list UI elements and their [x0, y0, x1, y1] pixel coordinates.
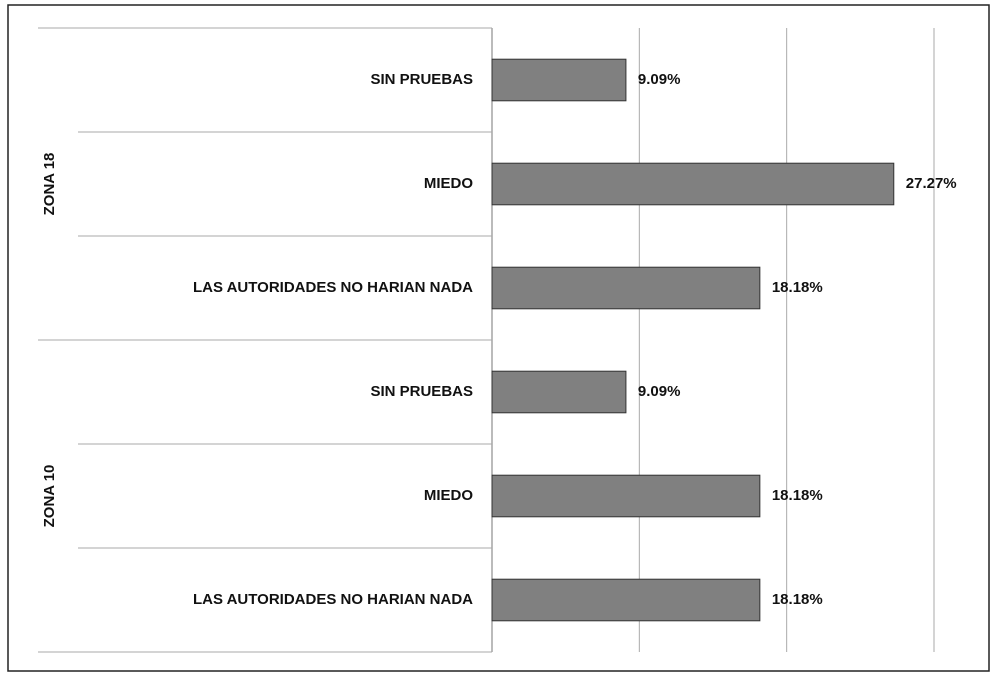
- value-label: 9.09%: [638, 383, 681, 400]
- value-label: 9.09%: [638, 71, 681, 88]
- value-label: 18.18%: [772, 591, 823, 608]
- value-label: 27.27%: [906, 175, 957, 192]
- bar: [491, 474, 761, 518]
- value-label: 18.18%: [772, 279, 823, 296]
- category-label: SIN PRUEBAS: [370, 383, 473, 400]
- frame: [7, 4, 990, 672]
- bar: [491, 266, 761, 310]
- category-label: MIEDO: [424, 487, 474, 504]
- category-label: LAS AUTORIDADES NO HARIAN NADA: [193, 279, 473, 296]
- category-label: MIEDO: [424, 175, 474, 192]
- category-label: SIN PRUEBAS: [370, 71, 473, 88]
- bar: [491, 578, 761, 622]
- value-label: 18.18%: [772, 487, 823, 504]
- bar: [491, 58, 627, 102]
- group-label: ZONA 18: [41, 153, 58, 216]
- bar: [491, 370, 627, 414]
- group-label: ZONA 10: [41, 465, 58, 528]
- category-label: LAS AUTORIDADES NO HARIAN NADA: [193, 591, 473, 608]
- bar: [491, 162, 895, 206]
